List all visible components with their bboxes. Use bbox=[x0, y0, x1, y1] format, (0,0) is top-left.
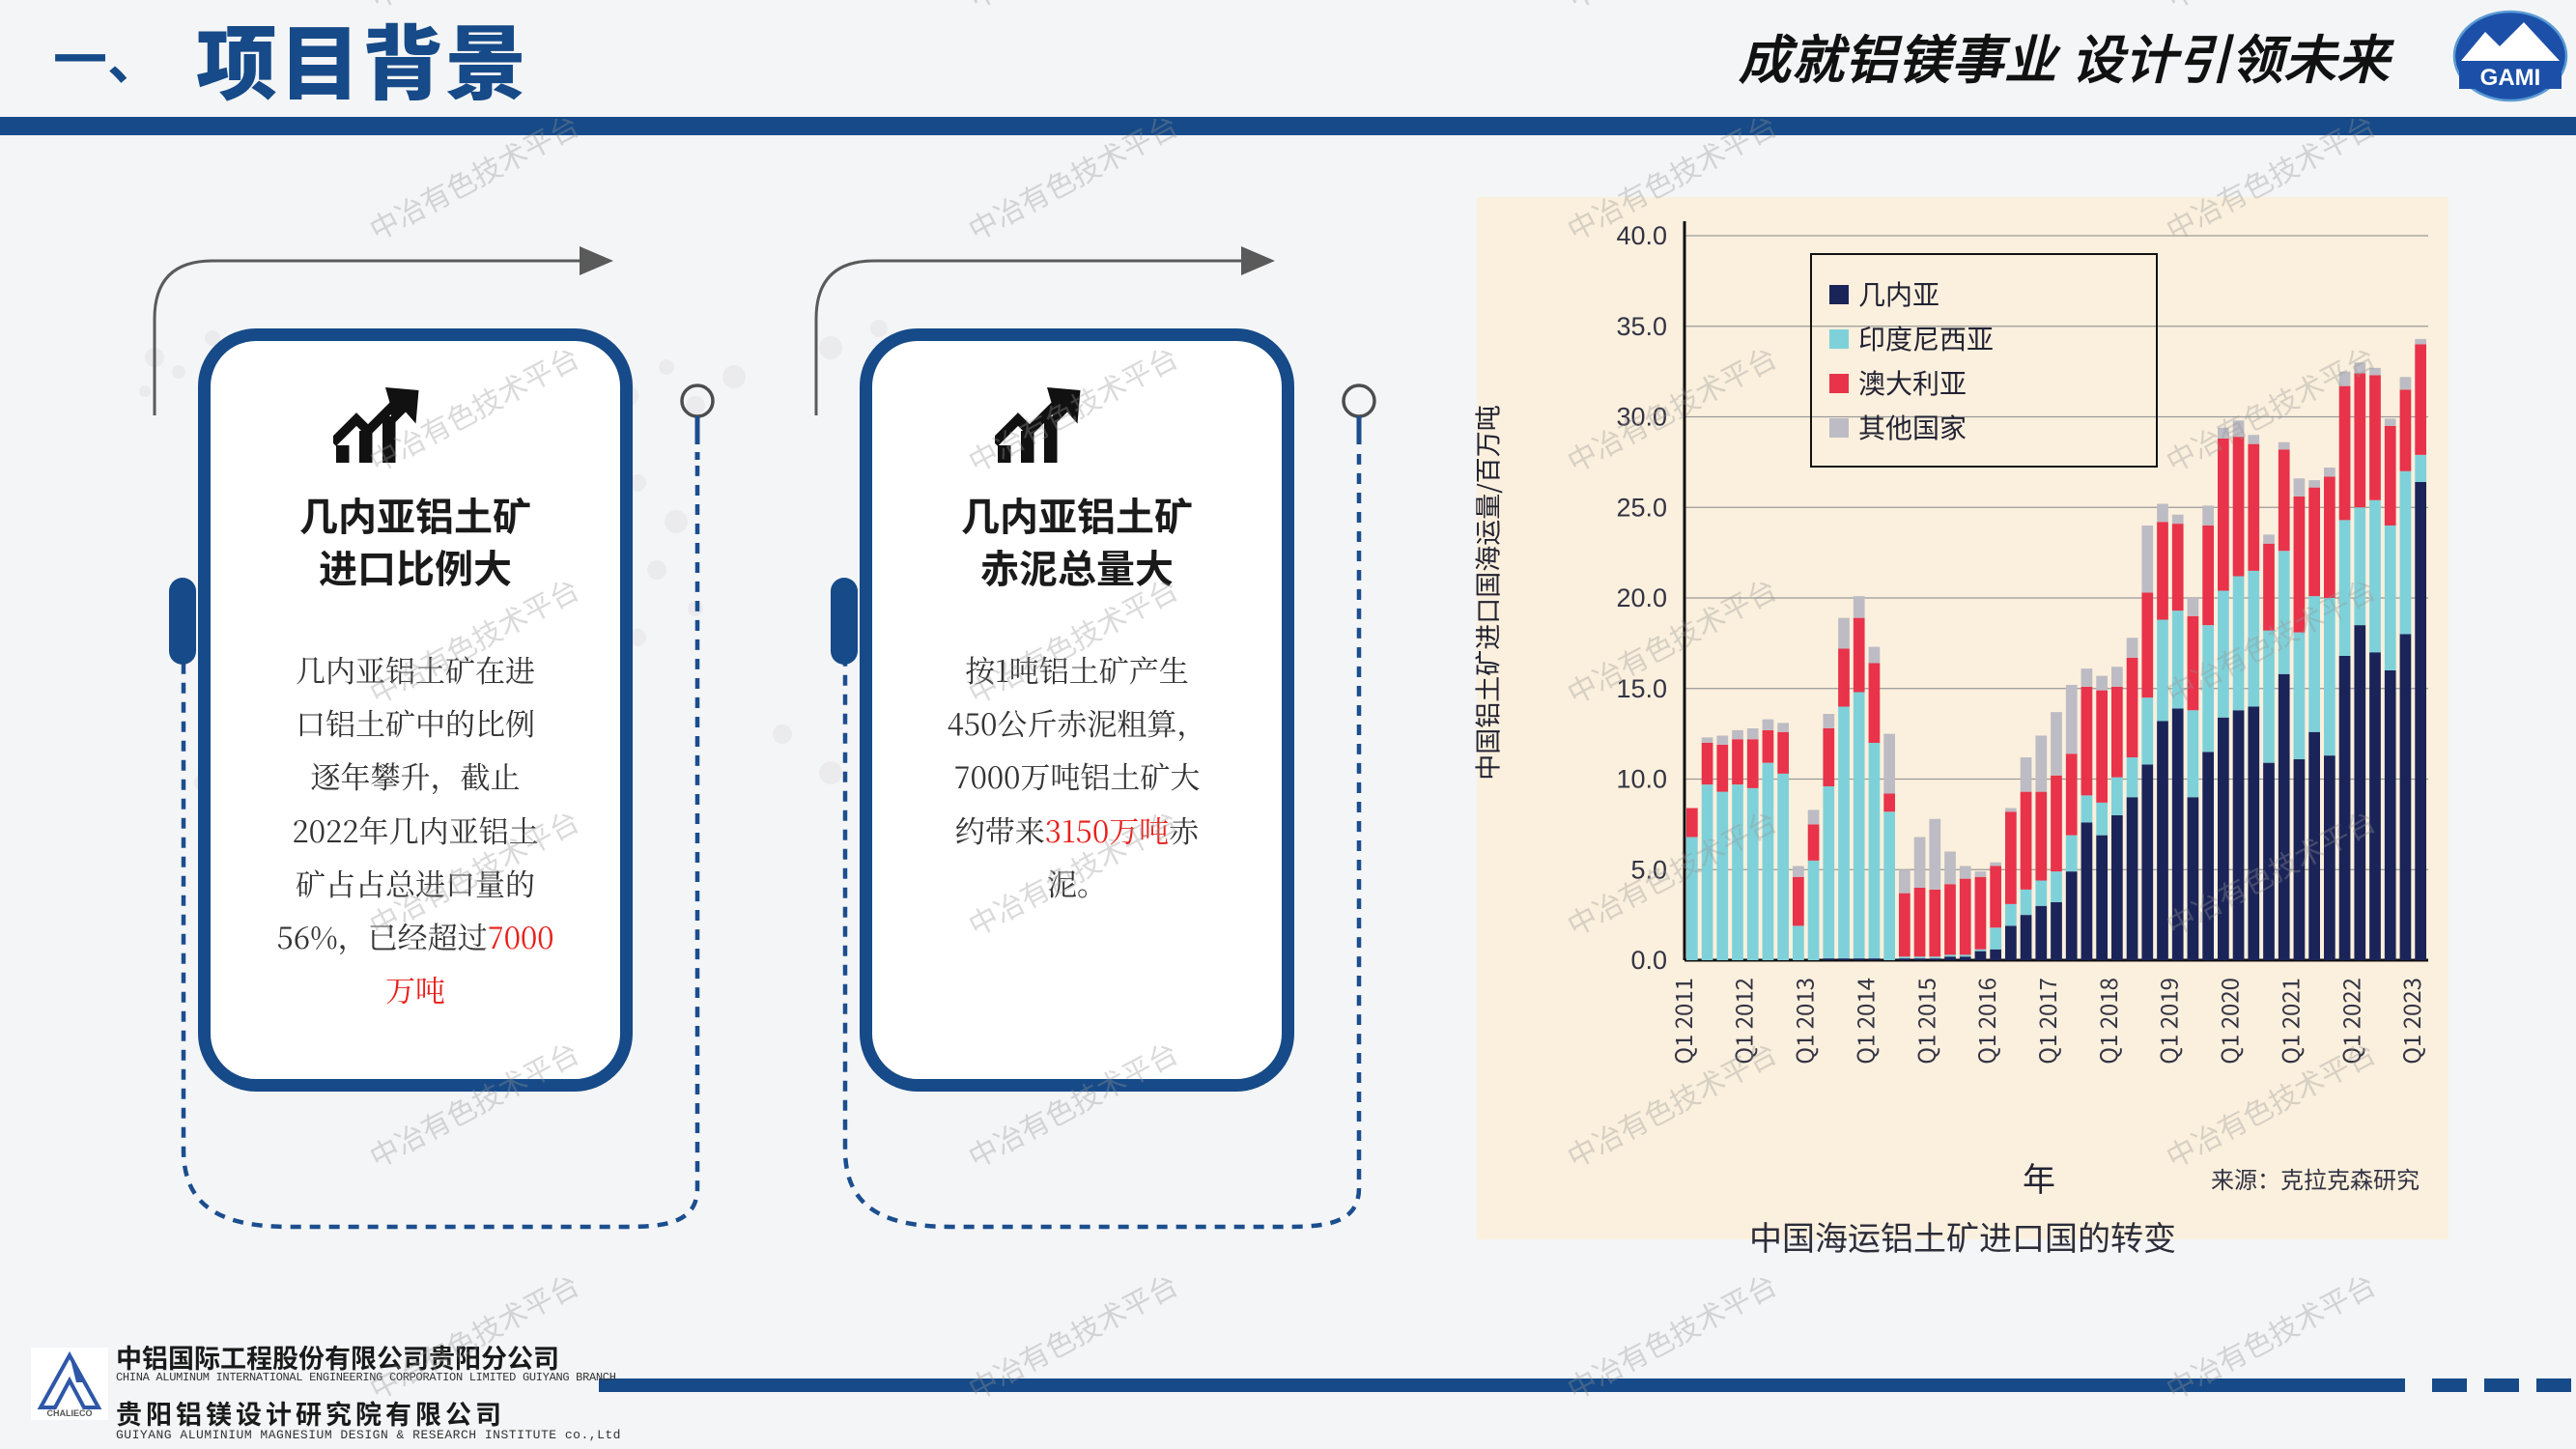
svg-text:25.0: 25.0 bbox=[1616, 493, 1667, 522]
svg-text:10.0: 10.0 bbox=[1616, 765, 1667, 794]
svg-text:Q1 2012: Q1 2012 bbox=[1726, 978, 1760, 1065]
svg-text:30.0: 30.0 bbox=[1616, 403, 1667, 432]
svg-text:Q1 2017: Q1 2017 bbox=[2029, 978, 2063, 1065]
svg-text:Q1 2014: Q1 2014 bbox=[1847, 978, 1881, 1065]
svg-text:0.0: 0.0 bbox=[1630, 946, 1667, 975]
svg-text:Q1 2016: Q1 2016 bbox=[1968, 978, 2002, 1065]
svg-text:Q1 2015: Q1 2015 bbox=[1908, 978, 1941, 1065]
svg-text:Q1 2020: Q1 2020 bbox=[2212, 978, 2246, 1065]
svg-text:CHALIECO: CHALIECO bbox=[47, 1408, 93, 1418]
svg-text:GAMI: GAMI bbox=[2480, 65, 2541, 91]
svg-text:Q1 2011: Q1 2011 bbox=[1665, 978, 1699, 1065]
svg-text:Q1 2019: Q1 2019 bbox=[2151, 978, 2185, 1065]
svg-text:Q1 2023: Q1 2023 bbox=[2393, 978, 2427, 1065]
svg-text:Q1 2021: Q1 2021 bbox=[2272, 978, 2306, 1065]
svg-text:20.0: 20.0 bbox=[1616, 583, 1667, 612]
svg-text:35.0: 35.0 bbox=[1616, 312, 1667, 341]
svg-text:Q1 2018: Q1 2018 bbox=[2090, 978, 2124, 1065]
svg-text:40.0: 40.0 bbox=[1616, 221, 1667, 250]
svg-text:15.0: 15.0 bbox=[1616, 674, 1667, 703]
svg-text:5.0: 5.0 bbox=[1630, 855, 1667, 884]
svg-text:Q1 2022: Q1 2022 bbox=[2333, 978, 2366, 1065]
svg-text:Q1 2013: Q1 2013 bbox=[1787, 978, 1821, 1065]
